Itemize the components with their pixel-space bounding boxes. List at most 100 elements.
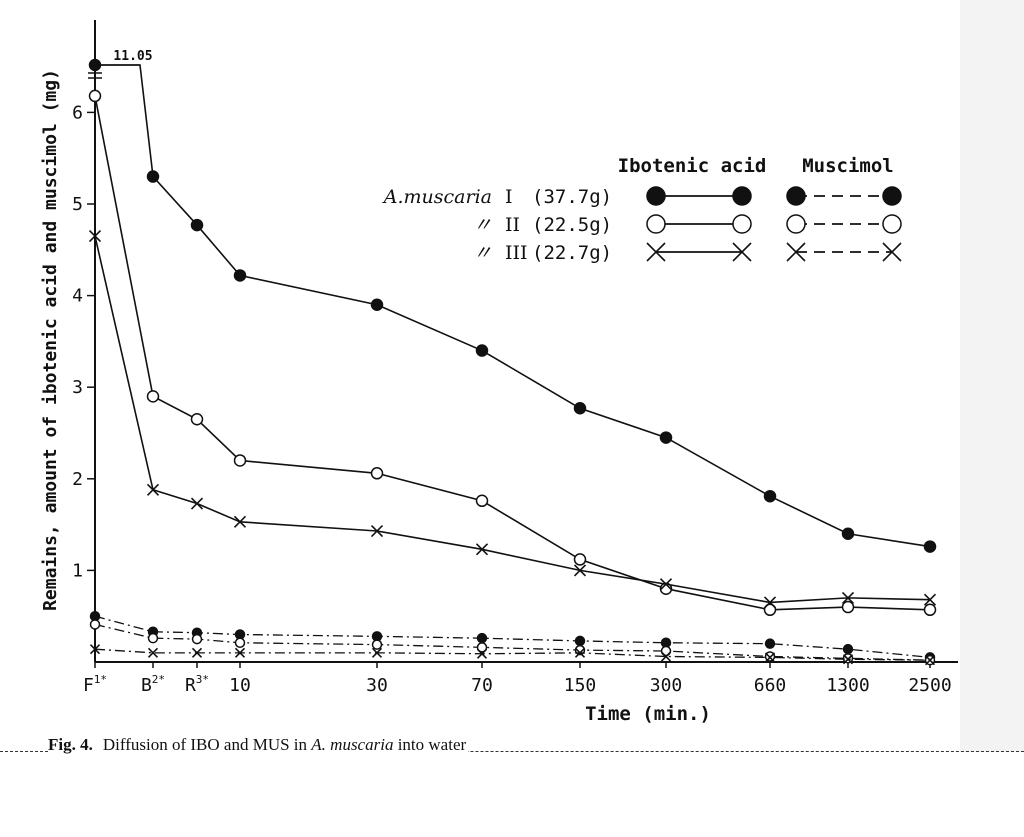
series-muscimol-iii xyxy=(89,644,936,666)
cross-marker xyxy=(476,648,488,659)
legend-sample-numeral: III xyxy=(505,242,528,264)
cross-stroke xyxy=(659,578,673,591)
filled-circle-marker xyxy=(233,269,247,282)
cross-marker xyxy=(234,647,246,658)
cross-stroke xyxy=(476,648,488,659)
filled-circle-marker xyxy=(573,402,587,415)
legend-weight: (37.7g) xyxy=(532,186,612,208)
cross-stroke xyxy=(786,242,806,262)
cross-marker xyxy=(371,647,383,658)
x-tick-label: 660 xyxy=(754,675,787,696)
cross-marker xyxy=(786,242,806,262)
series-line xyxy=(94,615,931,659)
page-margin-strip xyxy=(960,0,1024,752)
cross-marker xyxy=(233,515,247,528)
cross-stroke xyxy=(190,497,204,510)
filled-circle-marker xyxy=(923,540,937,553)
cross-stroke xyxy=(146,483,160,496)
open-circle-marker xyxy=(146,390,160,403)
filled-circle-marker xyxy=(574,635,586,647)
cross-stroke xyxy=(924,655,936,666)
open-circle-marker xyxy=(190,413,204,426)
open-circle-marker xyxy=(882,214,902,234)
caption-species-name: A. muscaria xyxy=(311,735,394,754)
legend-row: 〃 II (22.5g) xyxy=(473,214,902,236)
cross-stroke xyxy=(371,647,383,658)
legend-species: 〃 xyxy=(473,214,492,236)
open-circle-marker xyxy=(786,214,806,234)
cross-marker xyxy=(191,647,203,658)
y-axis-title: Remains, amount of ibotenic acid and mus… xyxy=(40,69,61,611)
cross-marker xyxy=(732,242,752,262)
cross-stroke xyxy=(923,593,937,606)
legend-sample-numeral: II xyxy=(505,214,520,236)
diffusion-line-chart: 1 2 3 4 5 6 F1* B2* R3* 10 30 70 150 300 660 1300 2500 Ti… xyxy=(40,20,958,725)
cross-stroke xyxy=(646,242,666,262)
series-ibotenic-acid-iii xyxy=(88,229,937,609)
cross-stroke xyxy=(763,596,777,609)
filled-circle-marker xyxy=(646,186,666,206)
cross-stroke xyxy=(191,647,203,658)
open-circle-marker xyxy=(147,632,159,644)
cross-marker xyxy=(475,543,489,556)
caption-divider xyxy=(0,751,1024,752)
y-tick-label: 6 xyxy=(72,102,83,123)
y-tick-label: 1 xyxy=(72,560,83,581)
open-circle-marker xyxy=(475,494,489,508)
open-circle-marker xyxy=(89,619,101,630)
legend-species: A.muscaria xyxy=(382,186,492,208)
cross-marker xyxy=(659,578,673,591)
series-muscimol-i xyxy=(89,610,936,663)
x-tick-label: 10 xyxy=(229,675,251,696)
filled-circle-marker xyxy=(146,170,160,183)
filled-circle-marker xyxy=(763,489,777,503)
open-circle-marker xyxy=(371,639,383,650)
x-tick-label: 1300 xyxy=(826,675,869,696)
open-circle-marker xyxy=(233,454,247,467)
legend-row: 〃 III (22.7g) xyxy=(473,242,902,264)
cross-marker xyxy=(573,564,587,577)
cross-marker xyxy=(842,654,854,665)
legend-row: A.muscaria I (37.7g) xyxy=(382,186,902,208)
legend-weight: (22.7g) xyxy=(532,242,612,264)
x-axis-title: Time (min.) xyxy=(585,703,711,725)
x-tick-label: 70 xyxy=(471,675,493,696)
cross-stroke xyxy=(732,242,752,262)
y-tick-label: 4 xyxy=(72,286,83,307)
open-circle-marker xyxy=(923,603,937,617)
filled-circle-marker xyxy=(841,527,855,541)
chart-series xyxy=(88,58,937,666)
open-circle-marker xyxy=(646,214,666,234)
open-circle-marker xyxy=(88,89,102,103)
cross-stroke xyxy=(574,647,586,658)
series-muscimol-ii xyxy=(89,619,936,666)
legend-weight: (22.5g) xyxy=(532,214,612,236)
legend-species: 〃 xyxy=(473,242,492,264)
open-circle-marker xyxy=(573,553,587,566)
x-tick-label: B2* xyxy=(141,673,165,696)
y-tick-label: 3 xyxy=(72,377,83,398)
x-tick-label: F1* xyxy=(83,673,107,696)
series-line xyxy=(94,648,931,661)
cross-stroke xyxy=(660,651,672,662)
open-circle-marker xyxy=(732,214,752,234)
x-tick-label: 30 xyxy=(366,675,388,696)
x-tick-label: 300 xyxy=(650,675,683,696)
x-tick-label: 150 xyxy=(564,675,597,696)
cross-stroke xyxy=(233,515,247,528)
y-tick-label: 5 xyxy=(72,194,83,215)
cross-marker xyxy=(89,644,101,655)
cross-marker xyxy=(764,652,776,663)
filled-circle-marker xyxy=(764,638,776,649)
cross-stroke xyxy=(89,644,101,655)
legend-header-muscimol: Muscimol xyxy=(802,155,894,177)
break-value-label: 11.05 xyxy=(113,49,152,64)
caption-text: Diffusion of IBO and MUS in A. muscaria … xyxy=(102,735,467,754)
cross-marker xyxy=(923,593,937,606)
cross-marker xyxy=(147,647,159,658)
cross-stroke xyxy=(841,591,855,604)
cross-marker xyxy=(88,229,102,243)
figure-caption: Fig. 4. Diffusion of IBO and MUS in A. mu… xyxy=(48,735,469,755)
legend-header-ibotenic: Ibotenic acid xyxy=(618,155,767,177)
filled-circle-marker xyxy=(88,58,102,72)
